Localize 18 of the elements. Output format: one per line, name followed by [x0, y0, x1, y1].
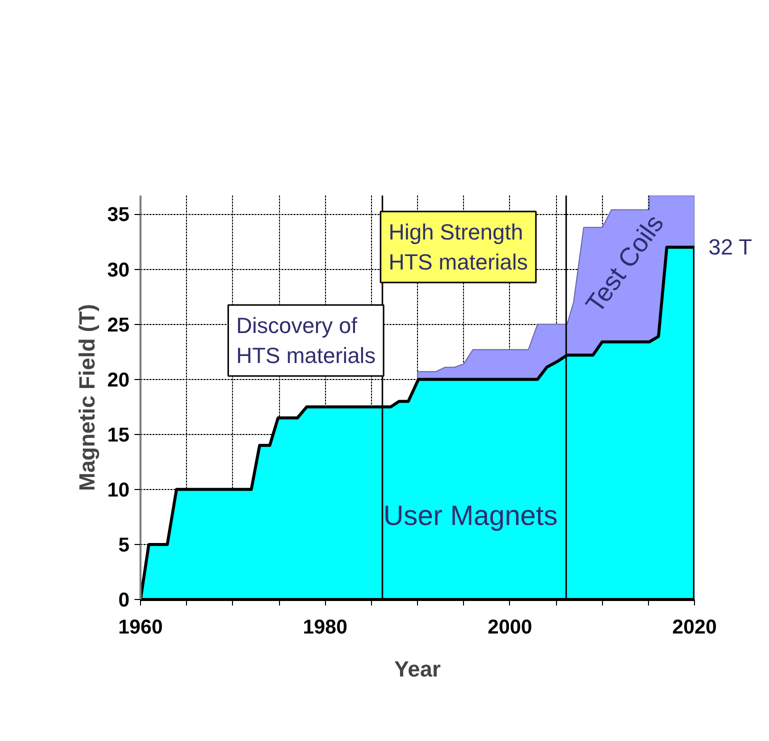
- y-tick-label: 5: [118, 534, 130, 556]
- x-tick-label: 2020: [672, 616, 717, 638]
- y-tick-label: 35: [107, 204, 130, 226]
- ref-line-label: Discovery of HTS materials: [236, 313, 376, 368]
- y-tick-label: 30: [107, 259, 130, 282]
- ref-line-label: High Strength HTS materials: [388, 219, 528, 274]
- y-tick-label: 15: [107, 424, 130, 446]
- x-tick-label: 2000: [488, 616, 532, 638]
- y-tick-label: 0: [118, 590, 130, 612]
- y-tick-label: 10: [107, 479, 130, 502]
- y-tick-label: 20: [107, 369, 130, 392]
- y-axis-title: Magnetic Field (T): [74, 304, 100, 491]
- x-tick-label: 1960: [118, 616, 163, 638]
- y-tick-label: 25: [107, 314, 130, 336]
- text: 32 T: [708, 234, 752, 260]
- x-tick-label: 1980: [302, 616, 348, 638]
- x-axis-title: Year: [394, 656, 442, 682]
- annotation: User Magnets: [383, 500, 558, 531]
